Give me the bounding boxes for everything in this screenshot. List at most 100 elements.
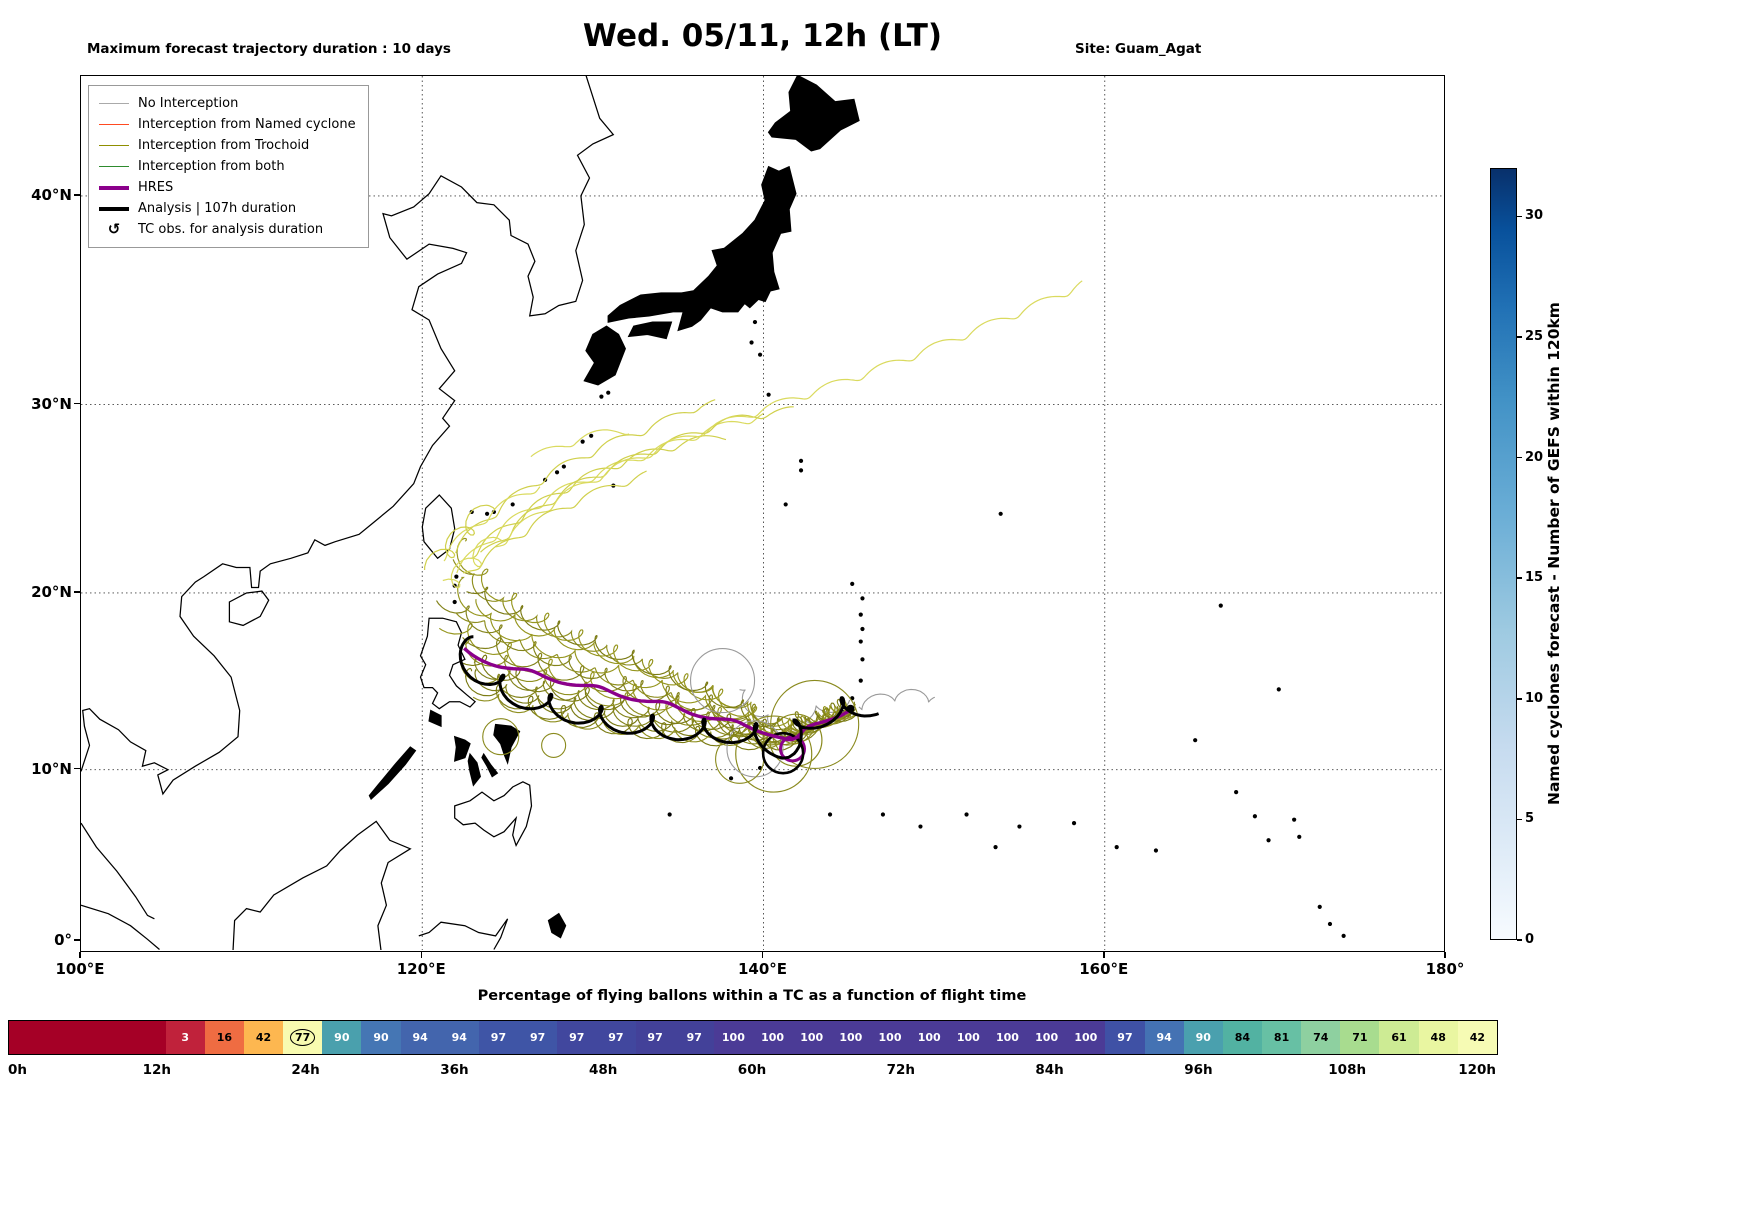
island-dot xyxy=(993,845,998,850)
percentage-cell: 97 xyxy=(557,1021,597,1054)
percentage-value: 100 xyxy=(839,1031,863,1044)
x-tick-label: 120°E xyxy=(396,960,446,978)
coastline xyxy=(232,820,412,950)
bottom-bar-tick-label: 48h xyxy=(588,1062,618,1078)
legend-label: Interception from both xyxy=(138,159,285,174)
track-trochoid xyxy=(475,599,848,727)
coastline xyxy=(453,735,471,762)
island-dot xyxy=(858,612,863,617)
percentage-bar: 3 16 42 77 90 90 94 94 97 97 97 97 97 97 100 100 100 100 1… xyxy=(8,1020,1498,1055)
percentage-cell: 100 xyxy=(948,1021,988,1054)
percentage-cell: 100 xyxy=(752,1021,793,1054)
percentage-cell: 94 xyxy=(439,1021,479,1054)
track-light xyxy=(455,399,716,554)
percentage-cell: 16 xyxy=(204,1021,244,1054)
island-dot xyxy=(1327,921,1333,927)
island-dot xyxy=(1317,904,1322,910)
coastline xyxy=(81,822,155,920)
island-dot xyxy=(667,812,672,817)
legend-label: Analysis | 107h duration xyxy=(138,201,297,216)
legend-label: TC obs. for analysis duration xyxy=(138,222,324,237)
colorbar-tick-mark xyxy=(1517,336,1522,338)
coastline xyxy=(428,709,442,728)
track-trochoid xyxy=(472,693,848,749)
percentage-cell xyxy=(48,1021,88,1054)
x-tick-mark xyxy=(1103,952,1105,958)
island-dot xyxy=(1153,848,1159,853)
colorbar-tick-mark xyxy=(1517,456,1522,459)
island-dot xyxy=(964,812,969,817)
colorbar-tick-label: 30 xyxy=(1525,208,1544,224)
coastline xyxy=(607,165,797,332)
colorbar-tick-mark xyxy=(1517,939,1522,941)
percentage-value: 100 xyxy=(917,1031,941,1044)
track-trochoid xyxy=(462,637,842,731)
percentage-cell: 100 xyxy=(909,1021,949,1054)
bottom-bar-tick-label: 72h xyxy=(886,1062,915,1078)
colorbar-tick-mark xyxy=(1517,818,1522,821)
percentage-cell: 94 xyxy=(400,1021,440,1054)
x-tick-label: 160°E xyxy=(1079,960,1129,978)
x-tick-label: 140°E xyxy=(737,960,788,978)
percentage-value: 97 xyxy=(686,1031,702,1044)
y-tick-label: 10°N xyxy=(31,759,72,778)
coastline xyxy=(421,494,456,560)
legend-line-sample xyxy=(99,144,129,147)
track-light xyxy=(443,486,541,562)
percentage-cell: 74 xyxy=(1301,1021,1341,1054)
percentage-value: 42 xyxy=(1469,1031,1486,1044)
track-light xyxy=(530,429,630,458)
percentage-cell: 3 xyxy=(165,1021,205,1054)
tc-obs-icon: ↺ xyxy=(107,220,121,238)
percentage-cell: 90 xyxy=(361,1021,401,1054)
track-light xyxy=(442,536,504,589)
colorbar xyxy=(1490,168,1517,940)
island-dot xyxy=(850,581,855,586)
percentage-value: 71 xyxy=(1352,1031,1368,1044)
x-tick-mark xyxy=(761,952,764,958)
coastline xyxy=(481,752,499,778)
map-area: No Interception Interception from Named c… xyxy=(80,75,1445,952)
legend-label: HRES xyxy=(138,180,174,195)
track-no-interception xyxy=(793,699,851,725)
percentage-value: 97 xyxy=(647,1031,663,1044)
island-dot xyxy=(1017,824,1022,829)
percentage-value: 97 xyxy=(490,1031,507,1044)
colorbar-tick-label: 0 xyxy=(1525,932,1535,947)
island-dot xyxy=(1292,817,1297,822)
x-tick-mark xyxy=(420,952,422,958)
island-dot xyxy=(757,352,763,357)
percentage-cell: 100 xyxy=(1027,1021,1067,1054)
colorbar-tick-label: 15 xyxy=(1525,570,1544,586)
legend-label: Interception from Trochoid xyxy=(138,138,310,153)
loop-marker xyxy=(689,648,756,714)
percentage-value: 100 xyxy=(800,1031,824,1044)
loop-marker xyxy=(541,732,567,758)
bottom-bar-title: Percentage of flying ballons within a TC… xyxy=(477,988,1027,1004)
island-dot xyxy=(858,678,863,683)
percentage-value: 74 xyxy=(1313,1031,1329,1044)
track-hres xyxy=(462,647,851,742)
bottom-bar-tick-label: 12h xyxy=(142,1062,171,1078)
coastline xyxy=(583,325,626,386)
island-dot xyxy=(454,574,459,579)
percentage-value: 81 xyxy=(1273,1031,1290,1044)
legend-line-sample xyxy=(99,123,129,126)
bottom-bar-tick-label: 120h xyxy=(1458,1062,1496,1078)
legend-label: Interception from Named cyclone xyxy=(138,117,356,132)
coastline xyxy=(547,912,567,939)
percentage-cell: 42 xyxy=(1457,1021,1497,1054)
colorbar-tick-label: 5 xyxy=(1525,811,1535,827)
loop-marker xyxy=(735,715,813,793)
percentage-cell xyxy=(87,1021,127,1054)
colorbar-tick-mark xyxy=(1517,215,1522,217)
island-dot xyxy=(484,511,490,516)
x-tick-label: 180° xyxy=(1425,960,1465,978)
loop-marker xyxy=(482,718,520,756)
percentage-cell: 100 xyxy=(1066,1021,1106,1054)
bottom-bar-tick-label: 0h xyxy=(8,1062,28,1078)
percentage-value: 90 xyxy=(334,1031,350,1044)
island-dot xyxy=(1252,814,1257,819)
percentage-cell: 48 xyxy=(1418,1021,1458,1054)
island-dot xyxy=(798,468,804,473)
